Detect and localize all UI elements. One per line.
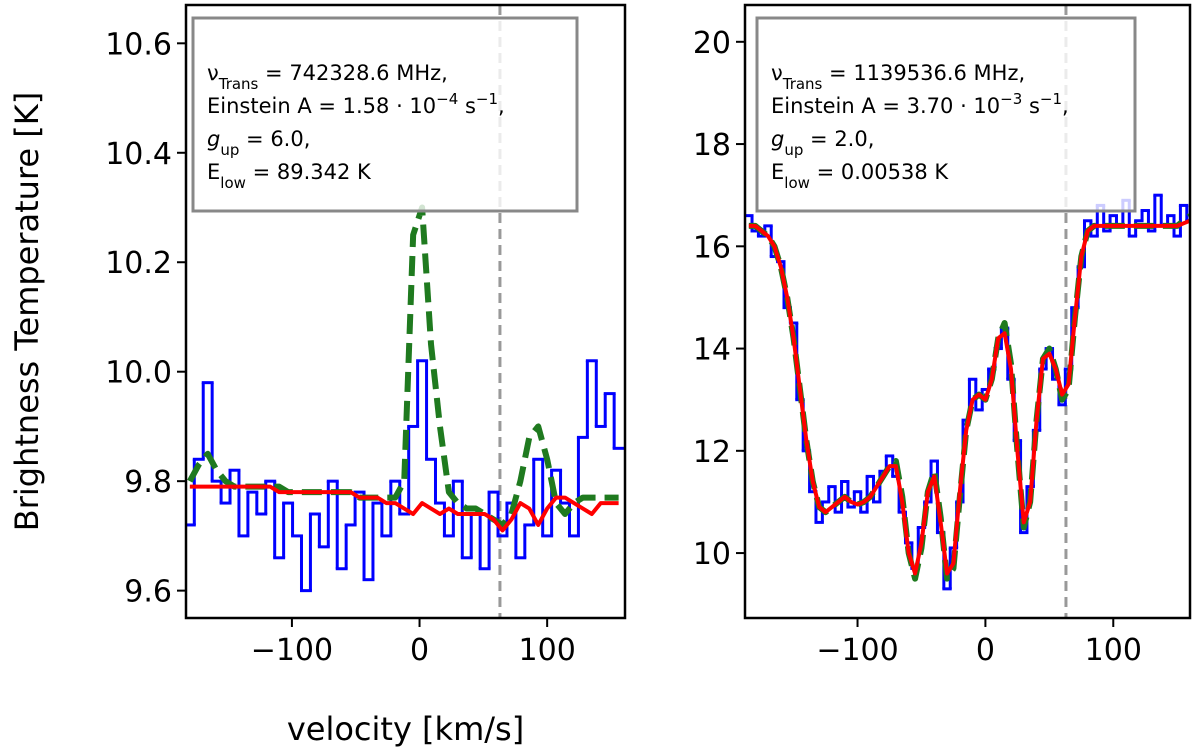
annotation-text: , <box>1062 94 1069 118</box>
y-tick-label: 20 <box>693 26 731 61</box>
annotation-text: = 6.0, <box>239 127 310 151</box>
annotation-text: ν <box>771 61 783 85</box>
model-line <box>189 484 619 533</box>
annotation-text: Trans <box>782 75 823 93</box>
y-tick-label: 18 <box>693 128 731 163</box>
x-tick-label: 0 <box>410 633 429 668</box>
x-tick-label: −100 <box>251 633 333 668</box>
annotation-text: = 1139536.6 MHz, <box>822 61 1025 85</box>
model-line <box>748 218 1190 576</box>
annotation-text: Einstein A = 3.70 · 10 <box>771 94 1000 118</box>
annotation-box <box>191 16 579 213</box>
axes-frame <box>743 3 1192 620</box>
annotation-line: gup = 6.0, <box>207 127 310 159</box>
y-tick-label: 10.0 <box>105 356 172 391</box>
model-dashed <box>187 204 619 528</box>
annotation-text: −3 <box>1000 90 1022 108</box>
annotation-text: −1 <box>476 90 498 108</box>
plot-area <box>745 5 1190 618</box>
annotation-line: νTrans = 742328.6 MHz, <box>207 61 448 93</box>
y-axis-label: Brightness Temperature [K] <box>8 92 46 531</box>
x-tick-label: 100 <box>519 633 576 668</box>
annotation-text: s <box>458 94 476 118</box>
annotation-text: = 742328.6 MHz, <box>258 61 447 85</box>
x-axis-label: velocity [km/s] <box>287 710 524 748</box>
annotation-text: up <box>220 141 239 159</box>
annotation-text: g <box>771 127 784 151</box>
y-tick-label: 10.6 <box>105 27 172 62</box>
annotation-text: low <box>220 174 246 192</box>
axes-frame <box>184 3 627 620</box>
y-tick-label: 12 <box>693 435 731 470</box>
annotation-text: up <box>784 141 803 159</box>
y-tick-label: 16 <box>693 230 731 265</box>
annotation-text: = 0.00538 K <box>810 160 949 184</box>
annotation-line: gup = 2.0, <box>771 127 874 159</box>
annotation-line: Elow = 89.342 K <box>207 160 372 192</box>
x-tick-label: 100 <box>1085 633 1142 668</box>
plot-area <box>186 5 625 618</box>
annotation-text: low <box>784 174 810 192</box>
annotation-line: νTrans = 1139536.6 MHz, <box>771 61 1025 93</box>
annotation-text: E <box>207 160 220 184</box>
annotation-line: Elow = 0.00538 K <box>771 160 949 192</box>
y-tick-label: 10 <box>693 537 731 572</box>
annotation-text: Trans <box>218 75 259 93</box>
x-tick-label: 0 <box>976 633 995 668</box>
step-risers <box>192 360 616 591</box>
y-tick-label: 10.2 <box>105 246 172 281</box>
annotation-text: = 2.0, <box>803 127 874 151</box>
annotation-text: −4 <box>436 90 458 108</box>
y-tick-label: 9.8 <box>124 465 172 500</box>
annotation-box <box>755 16 1137 213</box>
x-tick-label: −100 <box>816 633 898 668</box>
y-tick-label: 9.6 <box>124 575 172 610</box>
annotation-text: s <box>1022 94 1040 118</box>
annotation-text: ν <box>207 61 219 85</box>
y-tick-label: 14 <box>693 333 731 368</box>
annotation-text: −1 <box>1040 90 1062 108</box>
annotation-line: Einstein A = 1.58 · 10−4 s−1, <box>207 90 505 118</box>
annotation-text: = 89.342 K <box>246 160 372 184</box>
annotation-text: Einstein A = 1.58 · 10 <box>207 94 436 118</box>
annotation-line: Einstein A = 3.70 · 10−3 s−1, <box>771 90 1069 118</box>
annotation-text: g <box>207 127 220 151</box>
annotation-text: , <box>498 94 505 118</box>
step-risers <box>750 195 1189 589</box>
y-tick-label: 10.4 <box>105 137 172 172</box>
annotation-text: E <box>771 160 784 184</box>
